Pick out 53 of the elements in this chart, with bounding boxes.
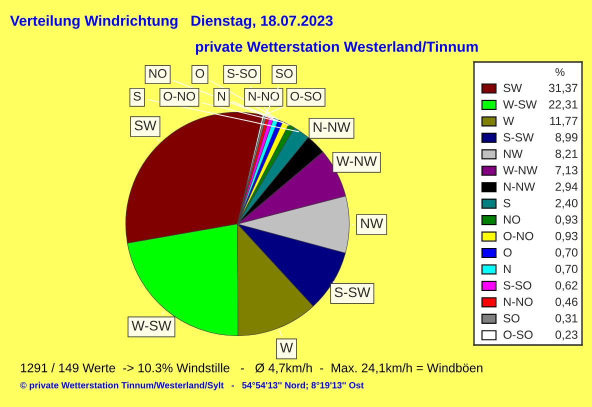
- legend-label: O-SO: [504, 330, 533, 339]
- data-label: 0,70: [555, 248, 578, 258]
- slice-label: S: [134, 92, 141, 101]
- chart-title: Verteilung Windrichtung Dienstag, 18.07.2023: [10, 15, 333, 29]
- legend-label: W-NW: [503, 166, 538, 174]
- slice-label: N: [218, 92, 226, 101]
- data-label: 31,37: [548, 84, 578, 94]
- data-label: 0,93: [555, 232, 578, 242]
- data-label: 8,21: [556, 150, 578, 160]
- text: 1291 / 149 Werte -> 10.3% Windstille - Ø 4,7km/h - Max. 24,1km/h = Windböen: [20, 363, 482, 374]
- legend-label: SO: [504, 314, 520, 322]
- legend-title: %: [555, 68, 565, 76]
- slice-label: S-SO: [227, 69, 257, 78]
- slice-label: SO: [276, 69, 293, 78]
- legend-label: N-NO: [504, 298, 533, 306]
- slice-label: O: [196, 69, 204, 78]
- legend-label: S-SW: [504, 133, 534, 142]
- legend-label: N-NW: [504, 182, 536, 191]
- chart-subtitle: private Wetterstation Westerland/Tinnum: [196, 41, 478, 55]
- slice-label: W-NW: [336, 156, 377, 166]
- slice-label: NW: [361, 218, 384, 228]
- data-label: 22,31: [549, 100, 578, 110]
- data-label: 0,62: [555, 281, 578, 291]
- legend-label: N: [504, 264, 511, 274]
- slice-label: N-NO: [248, 92, 280, 101]
- legend-label: O-NO: [504, 232, 534, 240]
- data-label: 0,46: [555, 298, 578, 308]
- slice-label: O-SO: [290, 92, 322, 101]
- slice-label: NO: [149, 69, 166, 78]
- slice-label: W: [280, 342, 294, 352]
- legend-label: NW: [504, 150, 523, 158]
- data-label: 2,94: [556, 182, 578, 192]
- legend-label: O: [504, 248, 512, 257]
- data-label: 11,77: [550, 116, 578, 126]
- slice-label: SW: [134, 120, 156, 130]
- legend-label: W: [503, 116, 514, 125]
- data-label: 7,13: [556, 166, 578, 176]
- data-label: 2,40: [556, 198, 578, 209]
- slice-label: N-NW: [314, 122, 350, 132]
- data-label: 0,93: [555, 215, 578, 226]
- slice-label: W-SW: [132, 320, 172, 331]
- legend-label: S: [504, 198, 510, 208]
- legend-label: SW: [504, 84, 522, 92]
- data-label: 8,99: [556, 133, 578, 143]
- legend-label: NO: [504, 215, 520, 224]
- legend-label: S-SO: [504, 281, 532, 290]
- data-label: 0,70: [555, 264, 578, 275]
- slice-label: O-NO: [164, 92, 196, 101]
- data-label: 0,23: [555, 330, 578, 340]
- legend-label: W-SW: [503, 100, 537, 109]
- data-label: 0,31: [555, 314, 578, 324]
- slice-label: S-SW: [334, 287, 370, 298]
- text: © private Wetterstation Tinnum/Westerland/Sylt - 54°54'13'' Nord; 8°19'13'' Ost: [20, 382, 364, 390]
